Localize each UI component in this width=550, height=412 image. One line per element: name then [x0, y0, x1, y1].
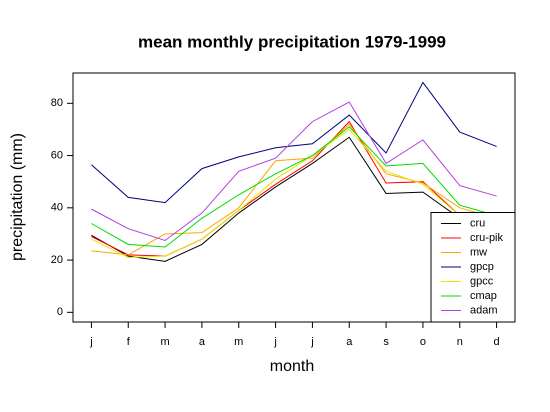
x-tick-label: a	[346, 336, 353, 348]
y-tick-label: 0	[57, 306, 63, 318]
x-tick-label: m	[160, 336, 169, 348]
x-tick-label: a	[199, 336, 206, 348]
y-tick-label: 60	[51, 149, 63, 161]
legend-label: gpcc	[470, 275, 494, 287]
y-tick-label: 40	[51, 202, 63, 214]
y-axis-label: precipitation (mm)	[9, 133, 26, 261]
x-tick-label: o	[420, 336, 426, 348]
series-line	[91, 126, 497, 248]
legend-label: mw	[470, 246, 487, 258]
x-tick-label: d	[494, 336, 500, 348]
series-line	[91, 101, 497, 242]
legend: cru cru-pik mw gpcp gpcc cmap adam	[430, 212, 516, 323]
plot-frame	[72, 72, 516, 323]
legend-label: gpcp	[470, 261, 494, 273]
x-tick-label: j	[273, 336, 276, 348]
y-tick-label: 80	[51, 97, 63, 109]
legend-label: adam	[470, 304, 498, 316]
x-tick-label: j	[310, 336, 313, 348]
chart-title: mean monthly precipitation 1979-1999	[138, 32, 446, 51]
x-tick-label: s	[383, 336, 389, 348]
x-tick-label: f	[127, 336, 131, 348]
series-line	[91, 81, 497, 204]
series-line	[91, 123, 497, 256]
x-tick-label: m	[234, 336, 243, 348]
series-line	[91, 136, 497, 262]
y-tick-label: 20	[51, 254, 63, 266]
x-axis-label: month	[270, 358, 314, 375]
x-tick-label: n	[457, 336, 463, 348]
legend-label: cmap	[470, 290, 497, 302]
legend-label: cru	[470, 217, 485, 229]
series-line	[91, 128, 497, 258]
x-tick-label: j	[89, 336, 92, 348]
legend-label: cru-pik	[470, 232, 504, 244]
